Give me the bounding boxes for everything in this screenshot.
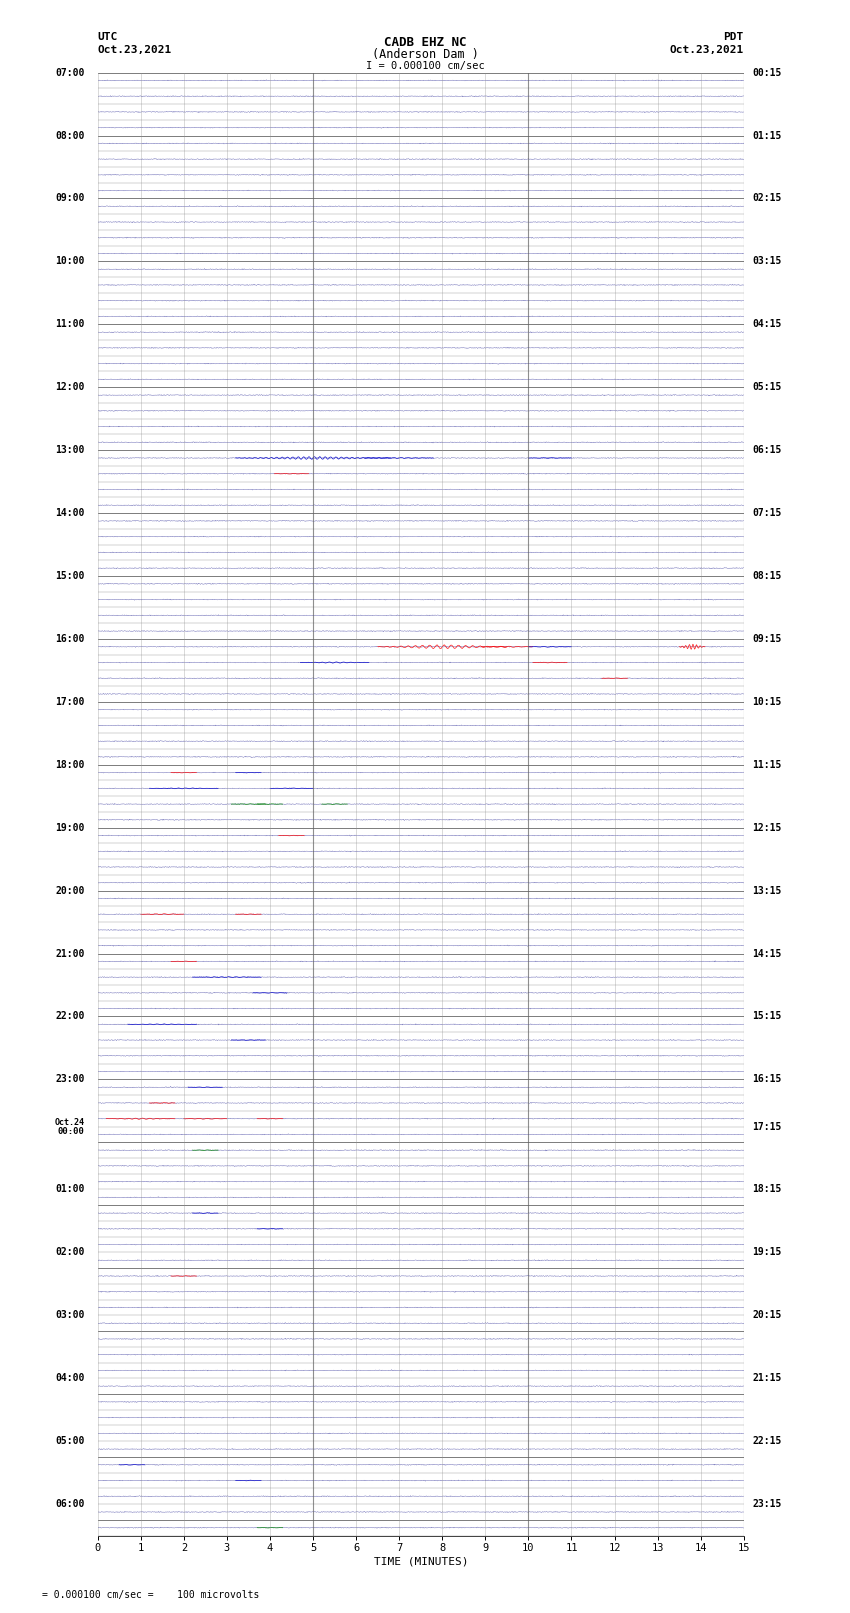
Text: PDT: PDT: [723, 32, 744, 42]
Text: Oct.24: Oct.24: [55, 1118, 85, 1126]
Text: Oct.23,2021: Oct.23,2021: [670, 45, 744, 55]
Text: 09:00: 09:00: [55, 194, 85, 203]
Text: 06:15: 06:15: [752, 445, 782, 455]
Text: 04:00: 04:00: [55, 1373, 85, 1384]
Text: 10:00: 10:00: [55, 256, 85, 266]
Text: 22:00: 22:00: [55, 1011, 85, 1021]
Text: 02:00: 02:00: [55, 1247, 85, 1258]
Text: 10:15: 10:15: [752, 697, 782, 706]
Text: 19:15: 19:15: [752, 1247, 782, 1258]
Text: 06:00: 06:00: [55, 1498, 85, 1510]
Text: 01:15: 01:15: [752, 131, 782, 140]
Text: 23:15: 23:15: [752, 1498, 782, 1510]
Text: 02:15: 02:15: [752, 194, 782, 203]
Text: 13:00: 13:00: [55, 445, 85, 455]
Text: 12:15: 12:15: [752, 823, 782, 832]
Text: UTC: UTC: [98, 32, 118, 42]
Text: (Anderson Dam ): (Anderson Dam ): [371, 48, 479, 61]
Text: 16:15: 16:15: [752, 1074, 782, 1084]
Text: 15:15: 15:15: [752, 1011, 782, 1021]
Text: 07:15: 07:15: [752, 508, 782, 518]
Text: I = 0.000100 cm/sec: I = 0.000100 cm/sec: [366, 61, 484, 71]
Text: 03:00: 03:00: [55, 1310, 85, 1321]
Text: 01:00: 01:00: [55, 1184, 85, 1195]
Text: 15:00: 15:00: [55, 571, 85, 581]
Text: 20:15: 20:15: [752, 1310, 782, 1321]
Text: 00:00: 00:00: [58, 1127, 85, 1136]
Text: Oct.23,2021: Oct.23,2021: [98, 45, 172, 55]
Text: 09:15: 09:15: [752, 634, 782, 644]
Text: 03:15: 03:15: [752, 256, 782, 266]
Text: 13:15: 13:15: [752, 886, 782, 895]
Text: 22:15: 22:15: [752, 1436, 782, 1447]
Text: 14:15: 14:15: [752, 948, 782, 958]
Text: 17:15: 17:15: [752, 1121, 782, 1132]
Text: 14:00: 14:00: [55, 508, 85, 518]
Text: 08:15: 08:15: [752, 571, 782, 581]
Text: 19:00: 19:00: [55, 823, 85, 832]
X-axis label: TIME (MINUTES): TIME (MINUTES): [373, 1557, 468, 1566]
Text: 08:00: 08:00: [55, 131, 85, 140]
Text: 05:15: 05:15: [752, 382, 782, 392]
Text: 12:00: 12:00: [55, 382, 85, 392]
Text: 20:00: 20:00: [55, 886, 85, 895]
Text: 00:15: 00:15: [752, 68, 782, 77]
Text: 07:00: 07:00: [55, 68, 85, 77]
Text: 23:00: 23:00: [55, 1074, 85, 1084]
Text: 21:00: 21:00: [55, 948, 85, 958]
Text: 05:00: 05:00: [55, 1436, 85, 1447]
Text: = 0.000100 cm/sec =    100 microvolts: = 0.000100 cm/sec = 100 microvolts: [42, 1590, 260, 1600]
Text: 11:15: 11:15: [752, 760, 782, 769]
Text: CADB EHZ NC: CADB EHZ NC: [383, 37, 467, 50]
Text: 17:00: 17:00: [55, 697, 85, 706]
Text: 16:00: 16:00: [55, 634, 85, 644]
Text: 11:00: 11:00: [55, 319, 85, 329]
Text: 21:15: 21:15: [752, 1373, 782, 1384]
Text: 18:00: 18:00: [55, 760, 85, 769]
Text: 04:15: 04:15: [752, 319, 782, 329]
Text: 18:15: 18:15: [752, 1184, 782, 1195]
